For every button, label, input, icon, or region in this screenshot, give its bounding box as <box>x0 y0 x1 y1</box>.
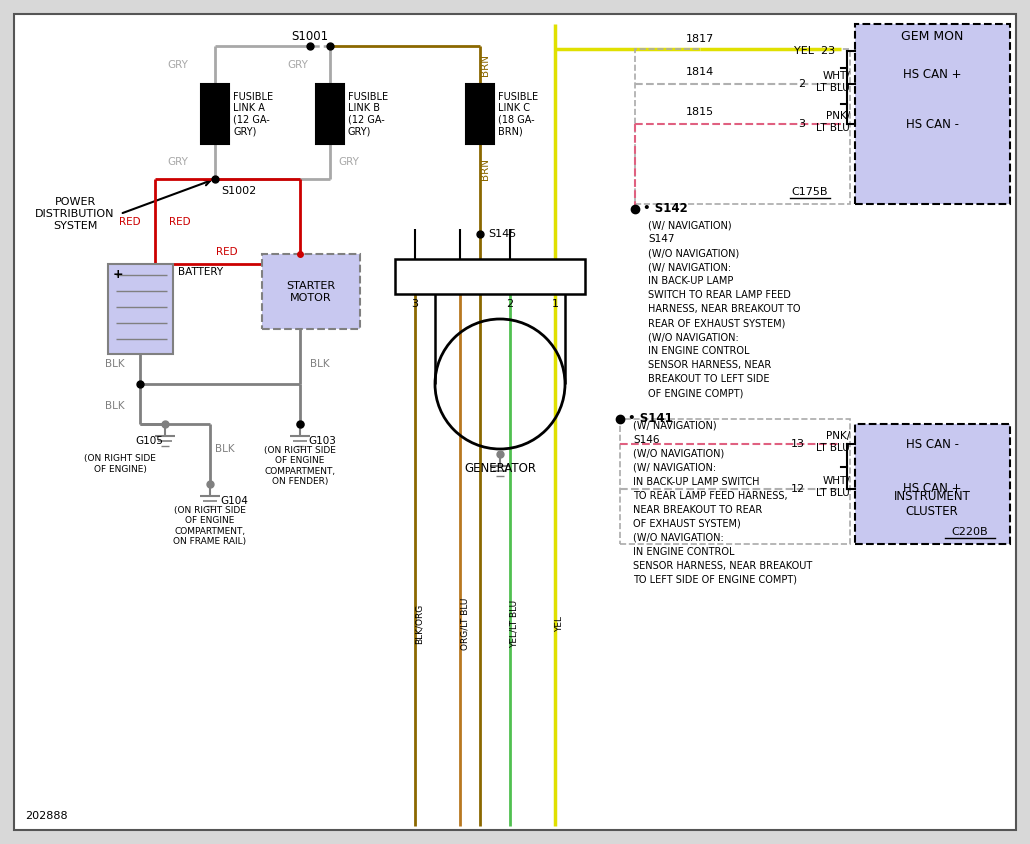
Text: 1815: 1815 <box>686 107 714 117</box>
Text: (W/ NAVIGATION): (W/ NAVIGATION) <box>633 421 717 431</box>
Text: ORG/LT BLU: ORG/LT BLU <box>460 598 469 650</box>
Text: YEL  23: YEL 23 <box>794 46 835 56</box>
Text: 202888: 202888 <box>25 811 68 821</box>
Text: NEAR BREAKOUT TO REAR: NEAR BREAKOUT TO REAR <box>633 505 762 515</box>
Text: 1: 1 <box>551 299 558 309</box>
Text: STARTER
MOTOR: STARTER MOTOR <box>286 281 336 303</box>
Text: IN BACK-UP LAMP: IN BACK-UP LAMP <box>648 276 733 286</box>
Text: G103: G103 <box>308 436 336 446</box>
Text: BLK: BLK <box>105 401 125 411</box>
Text: (W/O NAVIGATION:: (W/O NAVIGATION: <box>633 533 724 543</box>
Text: GEM MON: GEM MON <box>901 30 963 42</box>
Text: (ON RIGHT SIDE
OF ENGINE): (ON RIGHT SIDE OF ENGINE) <box>84 454 156 473</box>
Text: HS CAN -: HS CAN - <box>905 117 959 131</box>
Bar <box>394 259 585 294</box>
Text: 3: 3 <box>798 119 805 129</box>
Bar <box>620 419 850 544</box>
Text: OF ENGINE COMPT): OF ENGINE COMPT) <box>648 388 744 398</box>
Text: 2: 2 <box>798 79 805 89</box>
Bar <box>316 84 344 144</box>
Text: IN ENGINE CONTROL: IN ENGINE CONTROL <box>648 346 750 356</box>
Text: (ON RIGHT SIDE
OF ENGINE
COMPARTMENT,
ON FRAME RAIL): (ON RIGHT SIDE OF ENGINE COMPARTMENT, ON… <box>173 506 246 546</box>
Text: 3: 3 <box>412 299 418 309</box>
Text: 2: 2 <box>507 299 514 309</box>
Text: OF EXHAUST SYSTEM): OF EXHAUST SYSTEM) <box>633 519 741 529</box>
Text: S145: S145 <box>488 229 516 239</box>
Text: PNK/: PNK/ <box>826 111 850 121</box>
Text: BLK/ORG: BLK/ORG <box>415 603 424 644</box>
Text: (W/ NAVIGATION): (W/ NAVIGATION) <box>648 220 731 230</box>
Text: BLK: BLK <box>310 359 330 369</box>
Text: RED: RED <box>169 217 191 227</box>
Text: G105: G105 <box>135 436 163 446</box>
Text: WHT/: WHT/ <box>822 476 850 486</box>
Text: RED: RED <box>216 247 238 257</box>
Text: (W/ NAVIGATION:: (W/ NAVIGATION: <box>648 262 731 272</box>
Text: 12: 12 <box>791 484 805 494</box>
Text: BRN: BRN <box>480 54 490 76</box>
Text: WHT/: WHT/ <box>822 71 850 81</box>
Text: (ON RIGHT SIDE
OF ENGINE
COMPARTMENT,
ON FENDER): (ON RIGHT SIDE OF ENGINE COMPARTMENT, ON… <box>264 446 336 486</box>
Text: BLK: BLK <box>215 444 235 454</box>
Text: SENSOR HARNESS, NEAR BREAKOUT: SENSOR HARNESS, NEAR BREAKOUT <box>633 561 813 571</box>
Text: LT BLU: LT BLU <box>816 123 850 133</box>
Text: GRY: GRY <box>167 60 188 70</box>
Text: LT BLU: LT BLU <box>816 83 850 93</box>
Text: HS CAN +: HS CAN + <box>902 483 961 495</box>
Text: S147: S147 <box>648 234 675 244</box>
Text: BATTERY: BATTERY <box>178 267 224 277</box>
Text: PNK/: PNK/ <box>826 431 850 441</box>
Text: GRY: GRY <box>338 157 358 167</box>
Text: GRY: GRY <box>287 60 308 70</box>
Text: BLK: BLK <box>105 359 125 369</box>
Text: POWER
DISTRIBUTION
SYSTEM: POWER DISTRIBUTION SYSTEM <box>35 197 114 230</box>
Text: 1817: 1817 <box>686 34 714 44</box>
Text: IN BACK-UP LAMP SWITCH: IN BACK-UP LAMP SWITCH <box>633 477 759 487</box>
Text: FUSIBLE
LINK B
(12 GA-
GRY): FUSIBLE LINK B (12 GA- GRY) <box>348 92 388 137</box>
Text: LT BLU: LT BLU <box>816 488 850 498</box>
Text: SWITCH TO REAR LAMP FEED: SWITCH TO REAR LAMP FEED <box>648 290 791 300</box>
Text: • S141: • S141 <box>628 413 673 425</box>
Bar <box>201 84 229 144</box>
Bar <box>855 24 1010 204</box>
Text: RED: RED <box>119 217 141 227</box>
Text: TO LEFT SIDE OF ENGINE COMPT): TO LEFT SIDE OF ENGINE COMPT) <box>633 575 797 585</box>
Text: (W/ NAVIGATION:: (W/ NAVIGATION: <box>633 463 716 473</box>
Text: GRY: GRY <box>167 157 188 167</box>
Text: (W/O NAVIGATION:: (W/O NAVIGATION: <box>648 332 739 342</box>
Text: YEL: YEL <box>555 616 564 632</box>
Text: C175B: C175B <box>792 187 828 197</box>
Text: • S142: • S142 <box>643 203 688 215</box>
Text: SENSOR HARNESS, NEAR: SENSOR HARNESS, NEAR <box>648 360 771 370</box>
Text: 13: 13 <box>791 439 805 449</box>
Text: YEL/LT BLU: YEL/LT BLU <box>510 600 519 648</box>
Text: TO REAR LAMP FEED HARNESS,: TO REAR LAMP FEED HARNESS, <box>633 491 788 501</box>
Text: 1814: 1814 <box>686 67 714 77</box>
Text: HS CAN -: HS CAN - <box>905 437 959 451</box>
Bar <box>262 254 360 329</box>
Text: IN ENGINE CONTROL: IN ENGINE CONTROL <box>633 547 734 557</box>
Text: (W/O NAVIGATION): (W/O NAVIGATION) <box>633 449 724 459</box>
Text: GENERATOR: GENERATOR <box>464 463 536 475</box>
Text: G104: G104 <box>220 496 248 506</box>
Text: C220B: C220B <box>952 527 989 537</box>
Bar <box>636 49 850 204</box>
Bar <box>108 264 173 354</box>
Text: LT BLU: LT BLU <box>816 443 850 453</box>
Text: (W/O NAVIGATION): (W/O NAVIGATION) <box>648 248 740 258</box>
Text: REAR OF EXHAUST SYSTEM): REAR OF EXHAUST SYSTEM) <box>648 318 785 328</box>
Text: HS CAN +: HS CAN + <box>902 68 961 80</box>
Text: BREAKOUT TO LEFT SIDE: BREAKOUT TO LEFT SIDE <box>648 374 769 384</box>
Text: S1002: S1002 <box>221 186 256 196</box>
Text: BRN: BRN <box>480 158 490 180</box>
Bar <box>466 84 494 144</box>
Text: S146: S146 <box>633 435 659 445</box>
Text: FUSIBLE
LINK C
(18 GA-
BRN): FUSIBLE LINK C (18 GA- BRN) <box>497 92 538 137</box>
Text: S1001: S1001 <box>291 30 329 42</box>
Text: INSTRUMENT
CLUSTER: INSTRUMENT CLUSTER <box>894 490 970 518</box>
Text: HARNESS, NEAR BREAKOUT TO: HARNESS, NEAR BREAKOUT TO <box>648 304 800 314</box>
Text: FUSIBLE
LINK A
(12 GA-
GRY): FUSIBLE LINK A (12 GA- GRY) <box>233 92 273 137</box>
Bar <box>855 424 1010 544</box>
Text: +: + <box>113 268 124 280</box>
